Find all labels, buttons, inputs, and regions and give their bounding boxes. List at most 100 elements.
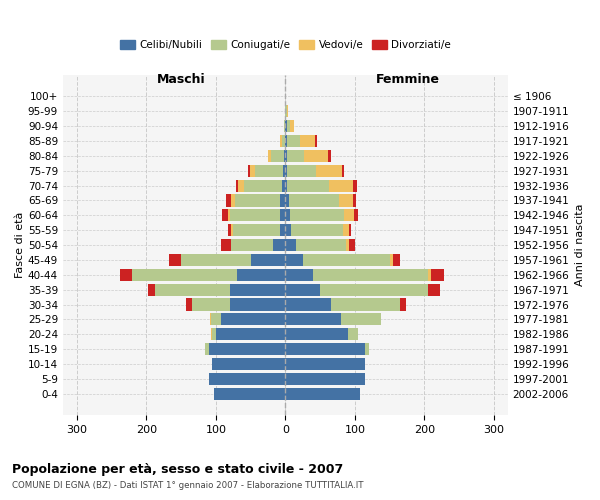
Bar: [222, 209, 227, 222]
Bar: [209, 372, 286, 385]
Bar: [303, 254, 389, 266]
Bar: [329, 180, 353, 192]
Bar: [339, 194, 353, 206]
Bar: [226, 194, 231, 206]
Bar: [212, 358, 286, 370]
Bar: [227, 209, 230, 222]
Bar: [286, 254, 303, 266]
Bar: [286, 194, 289, 206]
Bar: [315, 135, 317, 147]
Bar: [349, 239, 355, 251]
Bar: [389, 254, 393, 266]
Bar: [133, 268, 236, 281]
Text: Femmine: Femmine: [376, 73, 440, 86]
Bar: [233, 224, 280, 236]
Bar: [238, 180, 244, 192]
Bar: [348, 328, 358, 340]
Bar: [287, 180, 329, 192]
Bar: [341, 314, 382, 326]
Bar: [286, 328, 348, 340]
Bar: [344, 209, 354, 222]
Y-axis label: Fasce di età: Fasce di età: [15, 212, 25, 278]
Bar: [428, 284, 440, 296]
Bar: [227, 224, 231, 236]
Bar: [291, 224, 343, 236]
Text: COMUNE DI EGNA (BZ) - Dati ISTAT 1° gennaio 2007 - Elaborazione TUTTITALIA.IT: COMUNE DI EGNA (BZ) - Dati ISTAT 1° genn…: [12, 481, 364, 490]
Bar: [349, 224, 351, 236]
Bar: [280, 209, 286, 222]
Bar: [300, 135, 315, 147]
Text: Maschi: Maschi: [157, 73, 205, 86]
Bar: [286, 239, 296, 251]
Bar: [280, 135, 282, 147]
Bar: [211, 328, 212, 340]
Bar: [212, 328, 216, 340]
Bar: [268, 150, 271, 162]
Bar: [286, 164, 287, 177]
Bar: [286, 150, 287, 162]
Bar: [209, 314, 211, 326]
Bar: [283, 164, 286, 177]
Bar: [331, 298, 400, 310]
Bar: [282, 180, 286, 192]
Bar: [209, 343, 286, 355]
Bar: [287, 150, 304, 162]
Bar: [211, 314, 221, 326]
Bar: [181, 254, 251, 266]
Bar: [286, 224, 291, 236]
Bar: [221, 314, 286, 326]
Bar: [296, 239, 346, 251]
Bar: [400, 298, 406, 310]
Y-axis label: Anni di nascita: Anni di nascita: [575, 204, 585, 286]
Bar: [244, 180, 282, 192]
Bar: [230, 209, 280, 222]
Bar: [231, 239, 273, 251]
Bar: [286, 388, 361, 400]
Bar: [286, 268, 313, 281]
Bar: [284, 120, 286, 132]
Bar: [231, 194, 235, 206]
Bar: [191, 298, 230, 310]
Bar: [428, 268, 431, 281]
Bar: [353, 194, 356, 206]
Bar: [235, 194, 280, 206]
Bar: [120, 268, 133, 281]
Bar: [287, 135, 300, 147]
Bar: [286, 180, 287, 192]
Bar: [286, 135, 287, 147]
Bar: [205, 343, 209, 355]
Bar: [343, 224, 349, 236]
Bar: [290, 209, 344, 222]
Bar: [271, 150, 284, 162]
Bar: [284, 150, 286, 162]
Bar: [393, 254, 400, 266]
Bar: [280, 194, 286, 206]
Bar: [286, 372, 365, 385]
Bar: [286, 105, 287, 118]
Bar: [230, 298, 286, 310]
Bar: [250, 164, 256, 177]
Bar: [169, 254, 181, 266]
Bar: [216, 328, 286, 340]
Legend: Celibi/Nubili, Coniugati/e, Vedovi/e, Divorziati/e: Celibi/Nubili, Coniugati/e, Vedovi/e, Di…: [115, 36, 455, 54]
Bar: [280, 224, 286, 236]
Bar: [346, 239, 349, 251]
Text: Popolazione per età, sesso e stato civile - 2007: Popolazione per età, sesso e stato civil…: [12, 462, 343, 475]
Bar: [286, 284, 320, 296]
Bar: [286, 343, 365, 355]
Bar: [236, 268, 286, 281]
Bar: [236, 180, 238, 192]
Bar: [214, 388, 286, 400]
Bar: [231, 224, 233, 236]
Bar: [313, 268, 428, 281]
Bar: [290, 120, 294, 132]
Bar: [287, 105, 288, 118]
Bar: [273, 239, 286, 251]
Bar: [431, 268, 444, 281]
Bar: [221, 239, 231, 251]
Bar: [316, 164, 343, 177]
Bar: [353, 180, 357, 192]
Bar: [286, 298, 331, 310]
Bar: [320, 284, 428, 296]
Bar: [289, 194, 339, 206]
